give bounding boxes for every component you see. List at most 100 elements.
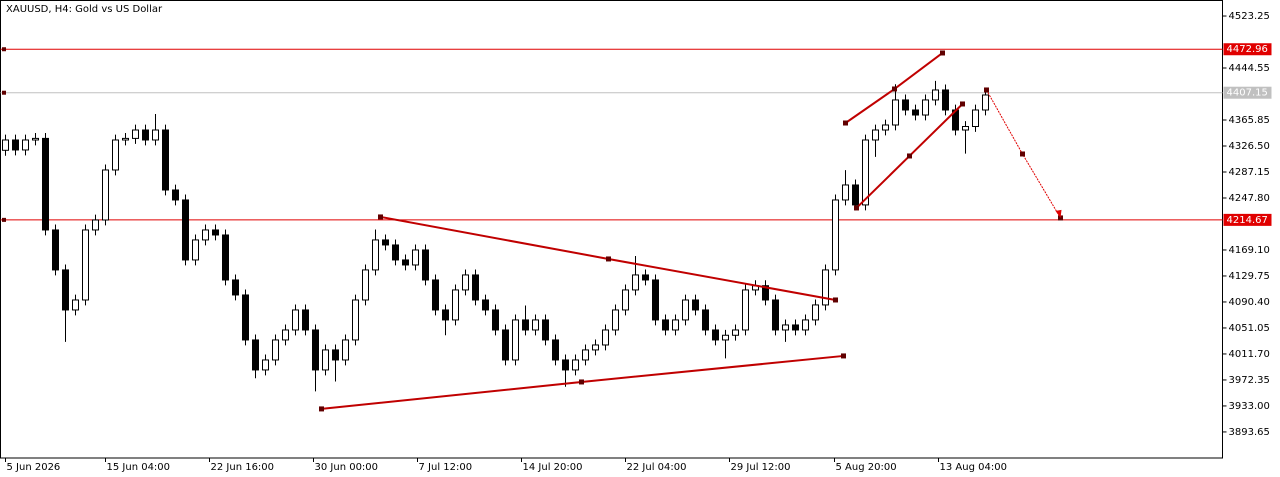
price-label: 4407.15 <box>1227 88 1268 99</box>
x-tick-label: 7 Jul 12:00 <box>419 462 473 473</box>
x-tick-label: 15 Jun 04:00 <box>107 462 171 473</box>
anchor-point <box>854 205 859 211</box>
anchor-point <box>1020 151 1025 157</box>
y-tick-label: 4444.55 <box>1229 63 1270 74</box>
candle-body <box>582 349 589 361</box>
candle-body <box>492 309 499 331</box>
candle-body <box>162 129 169 191</box>
y-tick-label: 3893.65 <box>1229 427 1270 438</box>
candle-body <box>802 319 809 331</box>
candle-body <box>142 129 149 141</box>
candle-body <box>462 274 469 291</box>
anchor-point <box>940 50 945 56</box>
y-tick-label: 4326.50 <box>1229 141 1270 152</box>
candle-body <box>962 126 969 131</box>
candle-body <box>302 309 309 331</box>
candle-body <box>602 329 609 346</box>
candle-body <box>282 329 289 341</box>
candle-body <box>592 344 599 351</box>
candle-body <box>672 319 679 331</box>
candle-body <box>392 244 399 261</box>
candle-body <box>652 279 659 321</box>
candle-body <box>862 139 869 206</box>
candle-body <box>152 129 159 141</box>
candle-body <box>432 279 439 311</box>
candle-body <box>172 189 179 201</box>
price-label-box <box>1223 86 1272 99</box>
candle-body <box>872 129 879 141</box>
candle-body <box>812 304 819 321</box>
candle-body <box>42 137 49 231</box>
candle-body <box>92 219 99 231</box>
candle-body <box>842 184 849 201</box>
candle-body <box>232 279 239 296</box>
candle-body <box>382 239 389 246</box>
price-label-box <box>1223 43 1272 56</box>
candle-body <box>552 339 559 361</box>
candle-body <box>642 274 649 281</box>
candle-body <box>322 349 329 371</box>
candle-body <box>442 309 449 321</box>
candle-body <box>222 234 229 281</box>
candle-body <box>932 89 939 101</box>
y-tick-label: 4169.10 <box>1229 245 1270 256</box>
candle-body <box>612 309 619 331</box>
candle-body <box>512 319 519 361</box>
candle-body <box>902 99 909 111</box>
anchor-point <box>960 101 965 107</box>
candle-body <box>762 285 769 301</box>
candle-body <box>82 229 89 301</box>
x-tick-label: 30 Jun 00:00 <box>315 462 379 473</box>
candle-body <box>692 299 699 311</box>
candle-body <box>912 109 919 116</box>
arrow-head <box>1055 209 1062 218</box>
candle-body <box>192 239 199 261</box>
candle-body <box>262 359 269 371</box>
candle-body <box>702 309 709 331</box>
candle-body <box>562 359 569 371</box>
candle-body <box>732 329 739 336</box>
x-tick-label: 22 Jul 04:00 <box>627 462 687 473</box>
candle-body <box>922 99 929 116</box>
anchor-point <box>907 153 912 159</box>
candle-body <box>792 324 799 331</box>
line-anchor <box>2 47 6 52</box>
candle-body <box>362 269 369 301</box>
candle-body <box>402 259 409 266</box>
x-tick-label: 13 Aug 04:00 <box>940 462 1007 473</box>
candle-body <box>472 274 479 301</box>
candle-body <box>62 269 69 311</box>
y-tick-label: 4129.75 <box>1229 271 1270 282</box>
anchor-point <box>843 120 848 126</box>
candle-body <box>182 199 189 261</box>
y-tick-label: 4247.80 <box>1229 193 1270 204</box>
candle-body <box>422 249 429 281</box>
anchor-point <box>841 353 846 359</box>
anchor-point <box>892 86 897 92</box>
candle-body <box>112 139 119 171</box>
candle-body <box>542 319 549 341</box>
candle-body <box>412 249 419 266</box>
anchor-point <box>833 297 838 303</box>
candle-body <box>482 299 489 311</box>
line-anchor <box>2 217 6 222</box>
candle-body <box>122 137 129 141</box>
candle-body <box>292 309 299 331</box>
y-tick-label: 4090.40 <box>1229 297 1270 308</box>
candle-body <box>622 289 629 311</box>
candle-body <box>782 324 789 331</box>
candle-body <box>212 229 219 236</box>
y-tick-label: 4287.15 <box>1229 167 1270 178</box>
candle-body <box>712 329 719 341</box>
x-tick-label: 5 Aug 20:00 <box>836 462 897 473</box>
y-tick-label: 4011.70 <box>1229 349 1270 360</box>
candle-body <box>882 124 889 131</box>
anchor-point <box>606 256 611 262</box>
candle-body <box>772 299 779 331</box>
y-tick-label: 3933.00 <box>1229 401 1270 412</box>
price-label: 4214.67 <box>1227 215 1268 226</box>
y-tick-label: 4365.85 <box>1229 115 1270 126</box>
candle-body <box>352 299 359 341</box>
